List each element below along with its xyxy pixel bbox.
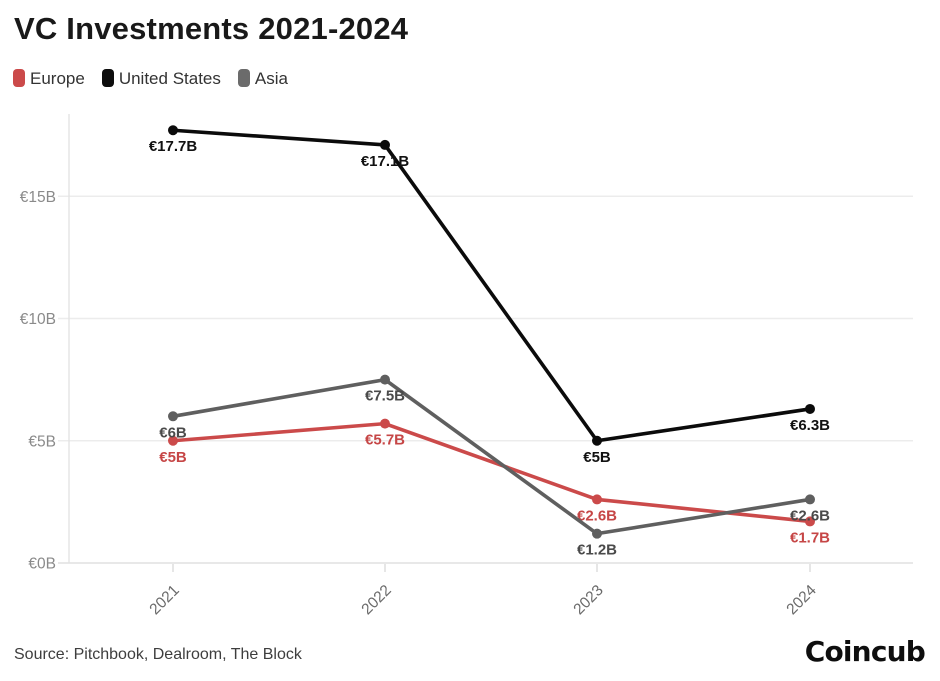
data-point — [592, 528, 602, 539]
legend-swatch-united-states — [101, 69, 114, 87]
legend-item-united-states: United States — [101, 68, 221, 88]
legend-label: Asia — [254, 68, 288, 88]
data-point — [805, 516, 815, 527]
y-tick-label: €5B — [28, 433, 56, 450]
x-tick-label: 2023 — [570, 582, 606, 618]
series-line — [171, 128, 812, 443]
data-point-label: €5B — [583, 449, 611, 466]
data-point-label: €7.5B — [365, 388, 405, 405]
legend: Europe United States Asia — [13, 69, 288, 87]
data-point — [168, 125, 178, 136]
legend-item-asia: Asia — [237, 68, 288, 88]
data-point-label: €5B — [159, 449, 187, 466]
data-point — [592, 494, 602, 505]
data-point — [168, 435, 178, 446]
data-point — [168, 411, 178, 422]
coincub-logo: Coincub — [804, 635, 926, 668]
data-point-label: €17.1B — [361, 153, 410, 170]
legend-swatch-europe — [13, 69, 25, 87]
data-point — [380, 418, 390, 429]
data-point-label: €2.6B — [790, 507, 830, 524]
data-point-label: €2.6B — [577, 507, 617, 524]
y-tick-label: €0B — [28, 556, 56, 573]
series-line — [171, 377, 812, 536]
y-tick-label: €10B — [20, 311, 56, 328]
x-tick-label: 2022 — [358, 582, 394, 618]
source-note: Source: Pitchbook, Dealroom, The Block — [14, 646, 302, 663]
legend-label: United States — [118, 68, 221, 88]
data-point-label: €6B — [159, 424, 187, 441]
series-line — [171, 421, 812, 524]
legend-item-europe: Europe — [13, 69, 85, 87]
chart-title: VC Investments 2021-2024 — [14, 11, 409, 46]
data-point — [592, 435, 602, 446]
data-point-label: €6.3B — [790, 417, 830, 434]
x-tick-label: 2021 — [146, 582, 182, 618]
y-tick-label: €15B — [20, 189, 56, 206]
series-united-states: €17.7B €17.1B €5B €6.3B — [149, 125, 830, 466]
legend-label: Europe — [30, 68, 85, 88]
data-point — [380, 374, 390, 385]
data-point — [805, 494, 815, 505]
data-point-label: €17.7B — [149, 138, 198, 155]
data-point-label: €5.7B — [365, 432, 405, 449]
legend-swatch-asia — [237, 69, 250, 87]
data-point-label: €1.2B — [577, 542, 617, 559]
data-point-label: €1.7B — [790, 529, 830, 546]
series-europe: €5B €5.7B €2.6B €1.7B — [159, 418, 830, 546]
x-tick-label: 2024 — [783, 582, 820, 619]
data-point — [805, 403, 815, 414]
data-point — [380, 139, 390, 150]
series-asia: €6B €7.5B €1.2B €2.6B — [159, 374, 830, 559]
